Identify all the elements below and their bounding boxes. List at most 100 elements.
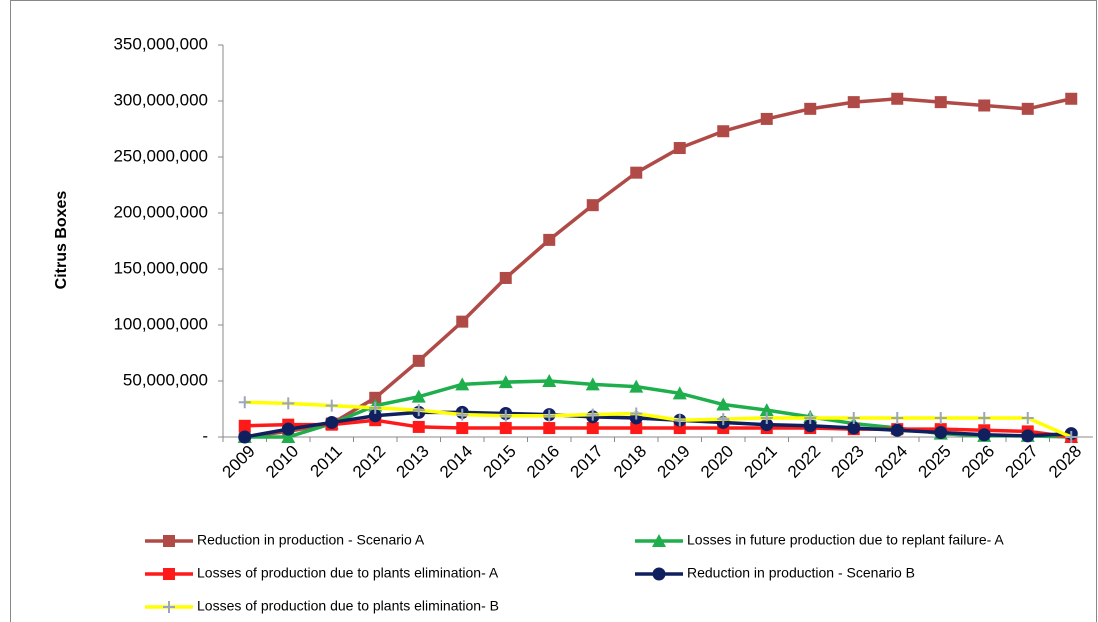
series-line — [244, 97, 1072, 439]
marker — [934, 426, 948, 440]
x-tick-label: 2020 — [697, 442, 737, 482]
marker — [282, 397, 295, 410]
marker — [1021, 102, 1034, 115]
marker — [760, 112, 773, 125]
marker — [412, 354, 425, 367]
marker — [934, 96, 947, 109]
marker — [163, 568, 175, 580]
marker — [1065, 92, 1078, 105]
marker — [325, 399, 338, 412]
marker — [891, 411, 904, 424]
x-tick-label: 2018 — [610, 442, 650, 482]
marker — [847, 411, 860, 424]
legend: Reduction in production - Scenario A Loss… — [145, 532, 1004, 614]
x-tick-label: 2010 — [262, 442, 302, 482]
y-tick-label: 200,000,000 — [113, 202, 208, 221]
marker — [238, 396, 251, 409]
marker — [412, 420, 425, 433]
marker — [1065, 431, 1078, 443]
legend-label: Reduction in production - Scenario B — [687, 565, 915, 581]
marker — [456, 408, 469, 421]
x-tick-label: 2013 — [393, 442, 433, 482]
y-tick-label: 250,000,000 — [113, 146, 208, 165]
y-tick-label: 150,000,000 — [113, 258, 208, 277]
marker — [760, 411, 773, 424]
marker — [717, 125, 730, 138]
marker — [411, 389, 426, 403]
marker — [499, 271, 512, 284]
marker — [977, 428, 991, 442]
marker — [586, 408, 599, 421]
marker — [847, 96, 860, 109]
y-tick-label: 50,000,000 — [123, 370, 208, 389]
marker — [412, 404, 425, 417]
marker — [673, 414, 686, 427]
legend-label: Reduction in production - Scenario A — [197, 532, 425, 548]
marker — [455, 377, 470, 391]
marker — [499, 409, 512, 422]
marker — [890, 423, 904, 437]
marker — [586, 422, 599, 435]
marker — [1021, 411, 1034, 424]
y-tick-label: 100,000,000 — [113, 314, 208, 333]
marker — [369, 391, 382, 404]
marker — [585, 377, 600, 391]
x-tick-label: 2012 — [349, 442, 389, 482]
marker — [891, 92, 904, 105]
x-tick-label: 2026 — [958, 442, 998, 482]
x-tick-label: 2015 — [480, 442, 520, 482]
marker — [543, 409, 556, 422]
marker — [630, 166, 643, 179]
marker — [586, 199, 599, 212]
x-tick-label: 2024 — [871, 442, 911, 482]
marker — [456, 315, 469, 328]
marker — [978, 99, 991, 112]
marker — [542, 374, 557, 387]
marker — [630, 407, 643, 420]
marker — [804, 102, 817, 115]
marker — [238, 430, 252, 444]
chart-frame — [10, 0, 1097, 622]
x-tick-label: 2009 — [219, 442, 259, 482]
marker — [281, 422, 295, 436]
series-line — [244, 418, 1072, 439]
y-tick-label: 300,000,000 — [113, 90, 208, 109]
x-tick-label: 2021 — [741, 442, 781, 482]
x-tick-label: 2011 — [306, 442, 345, 481]
marker — [630, 422, 643, 435]
marker — [456, 422, 469, 435]
marker — [652, 567, 666, 581]
y-axis-title: Citrus Boxes — [53, 191, 70, 290]
marker — [934, 411, 947, 424]
marker — [673, 142, 686, 155]
marker — [498, 375, 513, 389]
marker — [238, 419, 251, 432]
x-tick-label: 2016 — [523, 442, 563, 482]
marker — [716, 397, 731, 411]
marker — [369, 401, 382, 414]
x-tick-label: 2028 — [1045, 442, 1085, 482]
x-tick-label: 2023 — [828, 442, 868, 482]
marker — [978, 411, 991, 424]
marker — [543, 422, 556, 435]
marker — [629, 379, 644, 393]
marker — [499, 422, 512, 435]
marker — [325, 415, 339, 429]
marker — [760, 418, 774, 432]
legend-label: Losses of production due to plants elimi… — [197, 565, 499, 581]
x-tick-label: 2027 — [1002, 442, 1042, 482]
x-tick-label: 2014 — [436, 442, 476, 482]
marker — [672, 386, 687, 400]
y-tick-label: 350,000,000 — [113, 34, 208, 53]
marker — [163, 535, 175, 547]
marker — [847, 421, 861, 435]
marker — [281, 430, 296, 443]
marker — [163, 601, 175, 613]
legend-label: Losses of production due to plants elimi… — [197, 598, 499, 614]
marker — [717, 413, 730, 426]
marker — [652, 534, 666, 547]
x-tick-label: 2017 — [567, 442, 607, 482]
x-tick-label: 2025 — [915, 442, 955, 482]
marker — [803, 419, 817, 433]
